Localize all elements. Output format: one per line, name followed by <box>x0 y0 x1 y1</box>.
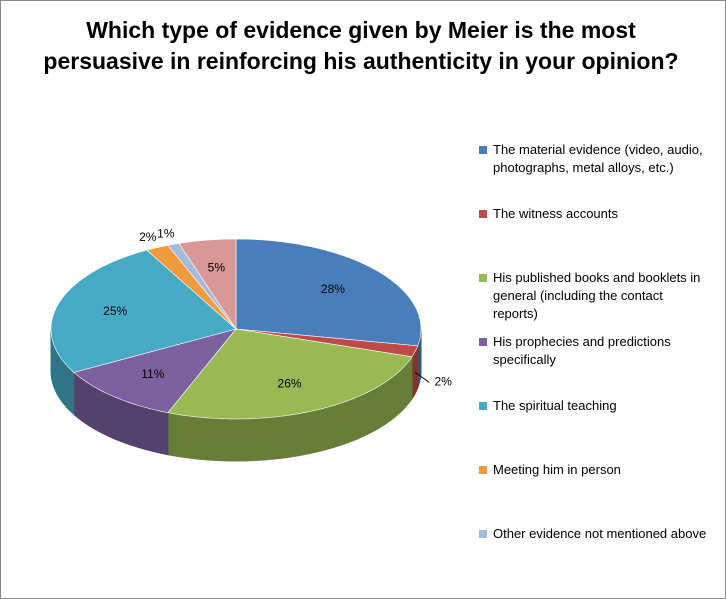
data-label: 26% <box>278 377 302 391</box>
chart-title: Which type of evidence given by Meier is… <box>43 17 679 74</box>
legend-swatch <box>479 530 487 538</box>
legend-label: Other evidence not mentioned above <box>493 526 707 541</box>
legend-item: The material evidence (video, audio, pho… <box>479 141 709 177</box>
legend-swatch <box>479 146 487 154</box>
legend-swatch <box>479 274 487 282</box>
data-label: 28% <box>321 282 345 296</box>
legend-label: The material evidence (video, audio, pho… <box>493 142 703 175</box>
legend-item: The spiritual teaching <box>479 397 709 415</box>
pie-slice <box>146 244 237 330</box>
data-label: 11% <box>141 367 164 381</box>
data-label: 25% <box>103 304 127 318</box>
legend-swatch <box>479 338 487 346</box>
legend-item: His prophecies and predictions specifica… <box>479 333 709 369</box>
pie-slice <box>235 238 422 347</box>
legend-swatch <box>479 210 487 218</box>
legend-item: His published books and booklets in gene… <box>479 269 709 323</box>
legend-label: His prophecies and predictions specifica… <box>493 334 671 367</box>
pie-slice <box>167 328 413 420</box>
data-label: 2% <box>435 375 453 389</box>
legend-label: Meeting him in person <box>493 462 621 477</box>
legend-swatch <box>479 402 487 410</box>
legend-item: Meeting him in person <box>479 461 709 479</box>
pie-slice <box>50 249 237 373</box>
data-label: 2% <box>139 230 157 244</box>
legend-swatch <box>479 466 487 474</box>
legend-label: His published books and booklets in gene… <box>493 270 701 321</box>
legend-item: The witness accounts <box>479 205 709 223</box>
legend-item: Other evidence not mentioned above <box>479 525 709 543</box>
pie-slice <box>178 238 237 330</box>
data-label: 1% <box>157 226 175 240</box>
pie-slice <box>73 328 237 414</box>
legend-label: The witness accounts <box>493 206 619 221</box>
data-label: 5% <box>208 261 226 275</box>
leader-line <box>414 371 430 383</box>
legend-label: The spiritual teaching <box>493 398 617 413</box>
